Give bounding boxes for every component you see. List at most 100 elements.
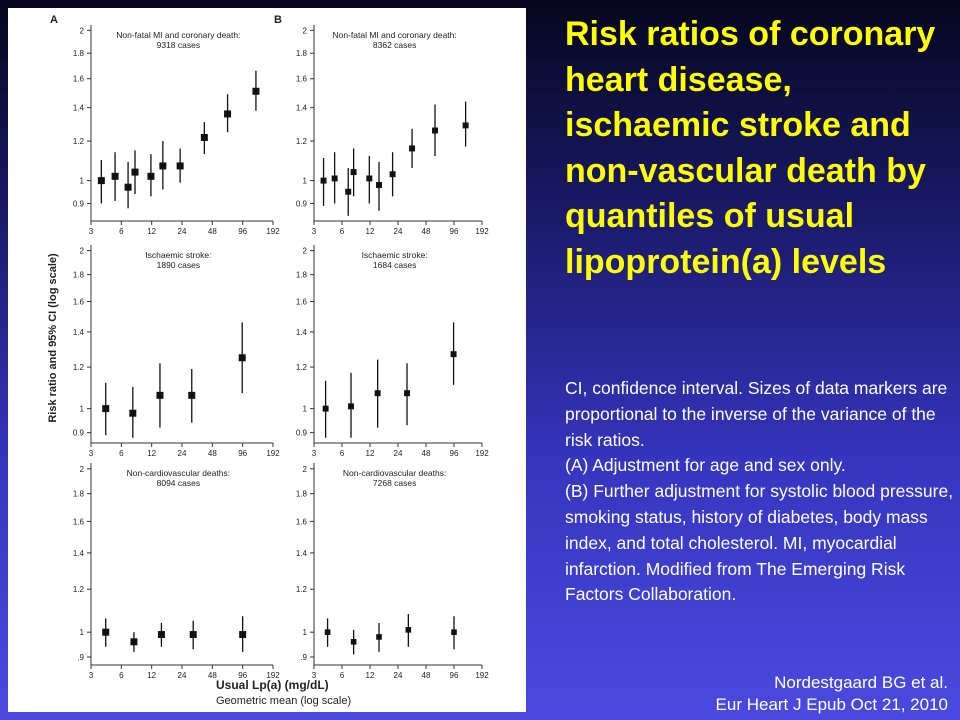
chart-b1-x-tick-label: 24 xyxy=(394,227,403,236)
chart-b3-point-marker xyxy=(376,634,382,640)
chart-b1-x-tick-label: 96 xyxy=(450,227,459,236)
chart-a3-point-marker xyxy=(239,631,247,639)
chart-b1-y-tick-label: 1 xyxy=(303,177,308,186)
chart-a2-x-tick-label: 12 xyxy=(147,449,156,458)
chart-b2: 0.9 1 1.2 1.4 1.6 1.8 2 3 6 12 24 48 96 192 Ischaemic … xyxy=(296,245,489,458)
chart-b2-y-tick-label: 1 xyxy=(303,405,308,414)
chart-b3: .9 1 1.2 1.4 1.6 1.8 2 3 6 12 24 48 96 192 Non-cardiov… xyxy=(296,463,489,680)
citation-journal: Eur Heart J Epub Oct 21, 2010 xyxy=(715,695,948,714)
chart-a2-point-marker xyxy=(102,405,110,413)
chart-a1-x-tick-label: 24 xyxy=(178,227,187,236)
chart-a2-x-tick-label: 192 xyxy=(266,449,280,458)
chart-a1-point-marker xyxy=(159,162,167,170)
chart-a3-point-marker xyxy=(130,638,138,646)
chart-a2-point-marker xyxy=(156,391,164,399)
panel-label-a: A xyxy=(50,14,58,26)
chart-a3-point-marker xyxy=(157,631,165,639)
chart-a2-y-tick-label: 1.8 xyxy=(73,271,85,280)
chart-a1-y-tick-label: 2 xyxy=(80,26,85,35)
chart-b3-point-marker xyxy=(405,627,412,633)
chart-a1-y-tick-label: 1.2 xyxy=(73,137,85,146)
y-axis-label: Risk ratio and 95% CI (log scale) xyxy=(47,253,59,423)
chart-a2-y-tick-label: 1.4 xyxy=(73,328,85,337)
chart-b1-x-tick-label: 12 xyxy=(366,227,375,236)
chart-b2-point-marker xyxy=(322,405,329,412)
chart-b1-point-marker xyxy=(389,171,396,178)
chart-b2-y-tick-label: 1.2 xyxy=(296,363,308,372)
figure-panel: A B Risk ratio and 95% CI (log scale) Us… xyxy=(8,8,526,712)
chart-a1-y-tick-label: 0.9 xyxy=(73,199,85,208)
chart-b2-y-tick-label: 2 xyxy=(303,247,308,256)
chart-a3-point-marker xyxy=(189,631,197,639)
chart-b2-x-tick-label: 12 xyxy=(366,449,375,458)
chart-b1-point-marker xyxy=(350,169,357,176)
chart-b2-y-tick-label: 1.8 xyxy=(296,271,308,280)
chart-b1-subtitle: 8362 cases xyxy=(373,40,416,50)
chart-a3-x-tick-label: 3 xyxy=(89,671,94,680)
chart-a1-x-tick-label: 12 xyxy=(147,227,156,236)
chart-b1-y-tick-label: 2 xyxy=(303,26,308,35)
chart-b1-point-marker xyxy=(462,122,469,129)
chart-a3-y-tick-label: 1.4 xyxy=(73,549,85,558)
chart-b3-y-tick-label: 1.8 xyxy=(296,490,308,499)
citation: Nordestgaard BG et al. Eur Heart J Epub … xyxy=(716,672,948,716)
chart-a3-y-tick-label: 2 xyxy=(80,465,85,474)
chart-a3-point-marker xyxy=(102,628,110,636)
chart-a1-x-tick-label: 48 xyxy=(208,227,217,236)
chart-b3-x-tick-label: 3 xyxy=(312,671,317,680)
chart-b1-x-tick-label: 192 xyxy=(475,227,489,236)
chart-b1: 0.9 1 1.2 1.4 1.6 1.8 2 3 6 12 24 48 96 192 Non-fatal … xyxy=(296,25,489,236)
chart-a3-title: Non-cardiovascular deaths: xyxy=(127,468,230,478)
chart-a3-x-tick-label: 6 xyxy=(119,671,124,680)
chart-b2-point-marker xyxy=(374,390,381,397)
chart-b1-y-tick-label: 0.9 xyxy=(296,199,308,208)
plots-group: 0.911.21.41.61.823 6 12 24 48 96 192Non-fatal … xyxy=(73,25,489,680)
chart-b1-y-tick-label: 1.6 xyxy=(296,75,308,84)
chart-a1-subtitle: 9318 cases xyxy=(157,40,200,50)
chart-b1-point-marker xyxy=(345,188,352,195)
chart-b3-point-marker xyxy=(324,629,331,635)
chart-b3-y-tick-label: 1.4 xyxy=(296,549,308,558)
chart-b2-y-tick-label: 1.4 xyxy=(296,328,308,337)
chart-a1-point-marker xyxy=(200,134,208,142)
x-axis-sublabel: Geometric mean (log scale) xyxy=(216,695,351,707)
chart-b1-point-marker xyxy=(331,175,338,182)
chart-b2-x-tick-label: 24 xyxy=(394,449,403,458)
chart-b2-x-tick-label: 6 xyxy=(340,449,345,458)
chart-b1-y-tick-label: 1.4 xyxy=(296,104,308,113)
chart-b2-point-marker xyxy=(404,390,410,397)
x-axis-label: Usual Lp(a) (mg/dL) xyxy=(216,678,329,692)
chart-b3-y-tick-label: 1 xyxy=(303,628,308,637)
panel-label-b: B xyxy=(274,14,282,26)
citation-authors: Nordestgaard BG et al. xyxy=(774,673,948,692)
caption-line: (A) Adjustment for age and sex only. xyxy=(565,455,846,476)
chart-a3-subtitle: 8094 cases xyxy=(157,478,200,488)
chart-a1-point-marker xyxy=(124,183,132,191)
chart-a3-y-tick-label: 1 xyxy=(80,628,85,637)
chart-a1-point-marker xyxy=(131,168,139,176)
chart-b3-y-tick-label: .9 xyxy=(300,653,307,662)
chart-a3-y-tick-label: 1.2 xyxy=(73,585,85,594)
chart-a3-x-tick-label: 192 xyxy=(266,671,280,680)
chart-b2-point-marker xyxy=(348,403,354,410)
chart-a2-x-tick-label: 24 xyxy=(178,449,187,458)
chart-a2-title: Ischaemic stroke: xyxy=(145,250,211,260)
chart-a1-point-marker xyxy=(176,162,184,170)
chart-b1-point-marker xyxy=(320,177,327,184)
chart-b1-point-marker xyxy=(366,175,373,182)
chart-b1-point-marker xyxy=(432,127,438,134)
chart-a1-point-marker xyxy=(252,87,260,95)
chart-b3-x-tick-label: 6 xyxy=(340,671,345,680)
chart-b2-y-tick-label: 1.6 xyxy=(296,297,308,306)
chart-b2-x-tick-label: 48 xyxy=(422,449,431,458)
chart-b1-point-marker xyxy=(409,145,416,152)
chart-a1-x-tick-label: 6 xyxy=(119,227,124,236)
chart-a1: 0.9 1 1.2 1.4 1.6 1.8 2 3 6 12 24 48 96 192 Non-fatal … xyxy=(73,25,280,236)
chart-a3: .9 1 1.2 1.4 1.6 1.8 2 3 6 12 24 48 96 192 Non-cardiov… xyxy=(73,463,280,680)
chart-a1-x-tick-label: 192 xyxy=(266,227,280,236)
chart-b3-point-marker xyxy=(350,638,357,645)
chart-b3-point-marker xyxy=(451,629,457,635)
chart-a3-y-tick-label: 1.8 xyxy=(73,490,85,499)
chart-a2-x-tick-label: 3 xyxy=(89,449,94,458)
chart-a1-y-tick-label: 1.6 xyxy=(73,75,85,84)
